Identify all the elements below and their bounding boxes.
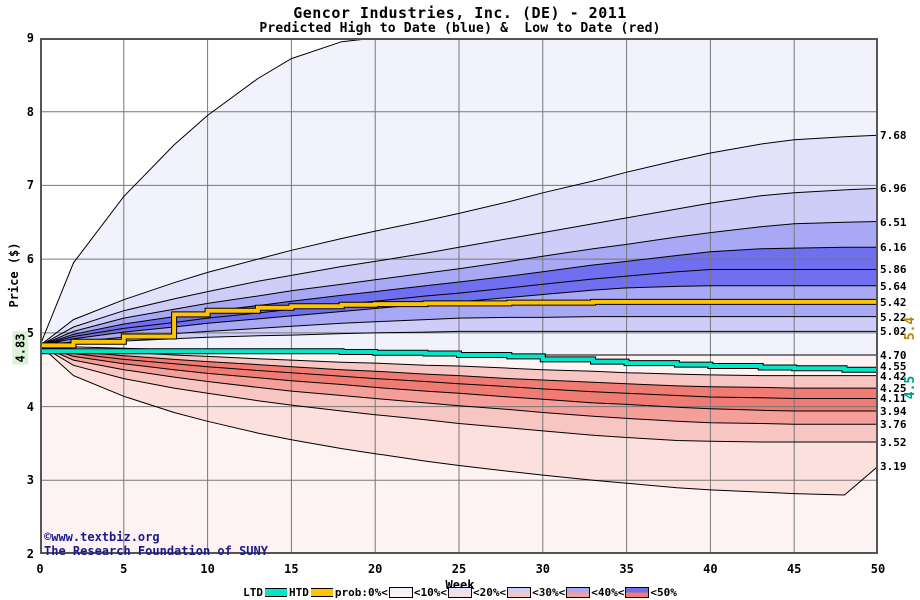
right-value-label: 4.42 bbox=[880, 369, 907, 383]
x-tick-label: 15 bbox=[284, 562, 299, 576]
right-value-label: 6.96 bbox=[880, 182, 907, 196]
copyright-credit: ©www.textbiz.org The Research Foundation… bbox=[44, 530, 268, 558]
htd-line bbox=[40, 299, 878, 348]
x-tick-label: 20 bbox=[367, 562, 383, 576]
chart-subtitle: Predicted High to Date (blue) & Low to D… bbox=[259, 21, 661, 36]
htd-side-label: 5.4 bbox=[903, 316, 919, 341]
right-value-label: 3.76 bbox=[880, 418, 907, 432]
gridlines bbox=[40, 38, 878, 554]
legend-htd-label: HTD bbox=[289, 586, 309, 599]
y-tick-label: 6 bbox=[26, 252, 34, 267]
legend-prob-swatch bbox=[566, 587, 591, 598]
x-tick-label: 5 bbox=[120, 562, 128, 576]
x-tick-label: 25 bbox=[451, 562, 467, 576]
legend-prob-swatch bbox=[447, 587, 472, 598]
chart-legend: LTD HTD prob:0%< <10%< <20%< <30%< <40%< <50% bbox=[0, 586, 920, 599]
y-tick-label: 9 bbox=[26, 31, 34, 45]
x-tick-label: 40 bbox=[703, 562, 718, 576]
probability-cone-chart bbox=[40, 38, 878, 554]
y-tick-label: 8 bbox=[26, 104, 34, 119]
right-value-label: 5.22 bbox=[880, 310, 907, 324]
x-tick-label: 0 bbox=[36, 562, 44, 576]
probability-band-low bbox=[40, 345, 878, 495]
legend-htd-swatch bbox=[310, 588, 333, 597]
right-value-label: 3.52 bbox=[880, 435, 907, 449]
right-value-label: 5.64 bbox=[880, 279, 907, 293]
legend-prob-item: <20%< bbox=[472, 586, 507, 599]
y-tick-label: 7 bbox=[26, 178, 34, 193]
y-tick-label: 3 bbox=[26, 473, 34, 488]
x-tick-label: 50 bbox=[870, 562, 886, 576]
probability-band-high bbox=[40, 247, 878, 346]
right-value-label: 5.86 bbox=[880, 263, 907, 277]
legend-prob-item: <10%< bbox=[413, 586, 447, 599]
legend-ltd-swatch bbox=[265, 588, 287, 597]
right-value-label: 6.51 bbox=[880, 215, 907, 229]
right-value-labels: 7.68 6.96 6.51 6.16 5.86 5.64 5.42 5.22 5.02 4.70… bbox=[880, 0, 920, 600]
current-price-marker: 4.83 bbox=[12, 331, 29, 365]
legend-prob-item: <30%< bbox=[532, 586, 566, 599]
probability-band-low-outer bbox=[40, 345, 878, 554]
right-value-label: 5.42 bbox=[880, 295, 907, 309]
legend-ltd-label: LTD bbox=[243, 586, 263, 599]
right-value-label: 4.70 bbox=[880, 348, 907, 362]
x-tick-label: 10 bbox=[200, 562, 215, 576]
legend-prob-swatch bbox=[507, 587, 532, 598]
right-value-label: 5.02 bbox=[880, 325, 907, 339]
plot-frame bbox=[40, 38, 878, 554]
right-value-label: 4.11 bbox=[880, 392, 907, 406]
ltd-line bbox=[40, 349, 878, 372]
legend-prob-item: <50% bbox=[650, 586, 677, 599]
right-value-label: 6.16 bbox=[880, 241, 907, 255]
right-value-label: 3.19 bbox=[880, 460, 907, 474]
right-value-label: 3.94 bbox=[880, 404, 907, 418]
x-tick-label: 35 bbox=[619, 562, 634, 576]
right-value-label: 4.25 bbox=[880, 382, 907, 396]
y-tick-label: 4 bbox=[26, 399, 34, 414]
right-value-label: 4.55 bbox=[880, 360, 907, 374]
legend-prob-item: <40%< bbox=[591, 586, 625, 599]
chart-title: Gencor Industries, Inc. (DE) - 2011 bbox=[293, 4, 627, 22]
y-tick-label: 5 bbox=[26, 325, 34, 340]
right-value-label: 7.68 bbox=[880, 129, 907, 143]
legend-prob-label: prob:0%< bbox=[334, 586, 388, 599]
ltd-side-label: 4.5 bbox=[903, 375, 919, 400]
x-tick-label: 45 bbox=[786, 562, 802, 576]
probability-band-high bbox=[40, 221, 878, 346]
x-tick-label: 30 bbox=[535, 562, 551, 576]
legend-prob-swatch bbox=[625, 587, 650, 598]
y-axis-ticks: 9 8 7 6 5 4 3 2 bbox=[0, 0, 34, 600]
y-tick-label: 2 bbox=[26, 547, 34, 561]
legend-prob-swatch bbox=[388, 587, 413, 598]
plot-area bbox=[40, 38, 878, 554]
